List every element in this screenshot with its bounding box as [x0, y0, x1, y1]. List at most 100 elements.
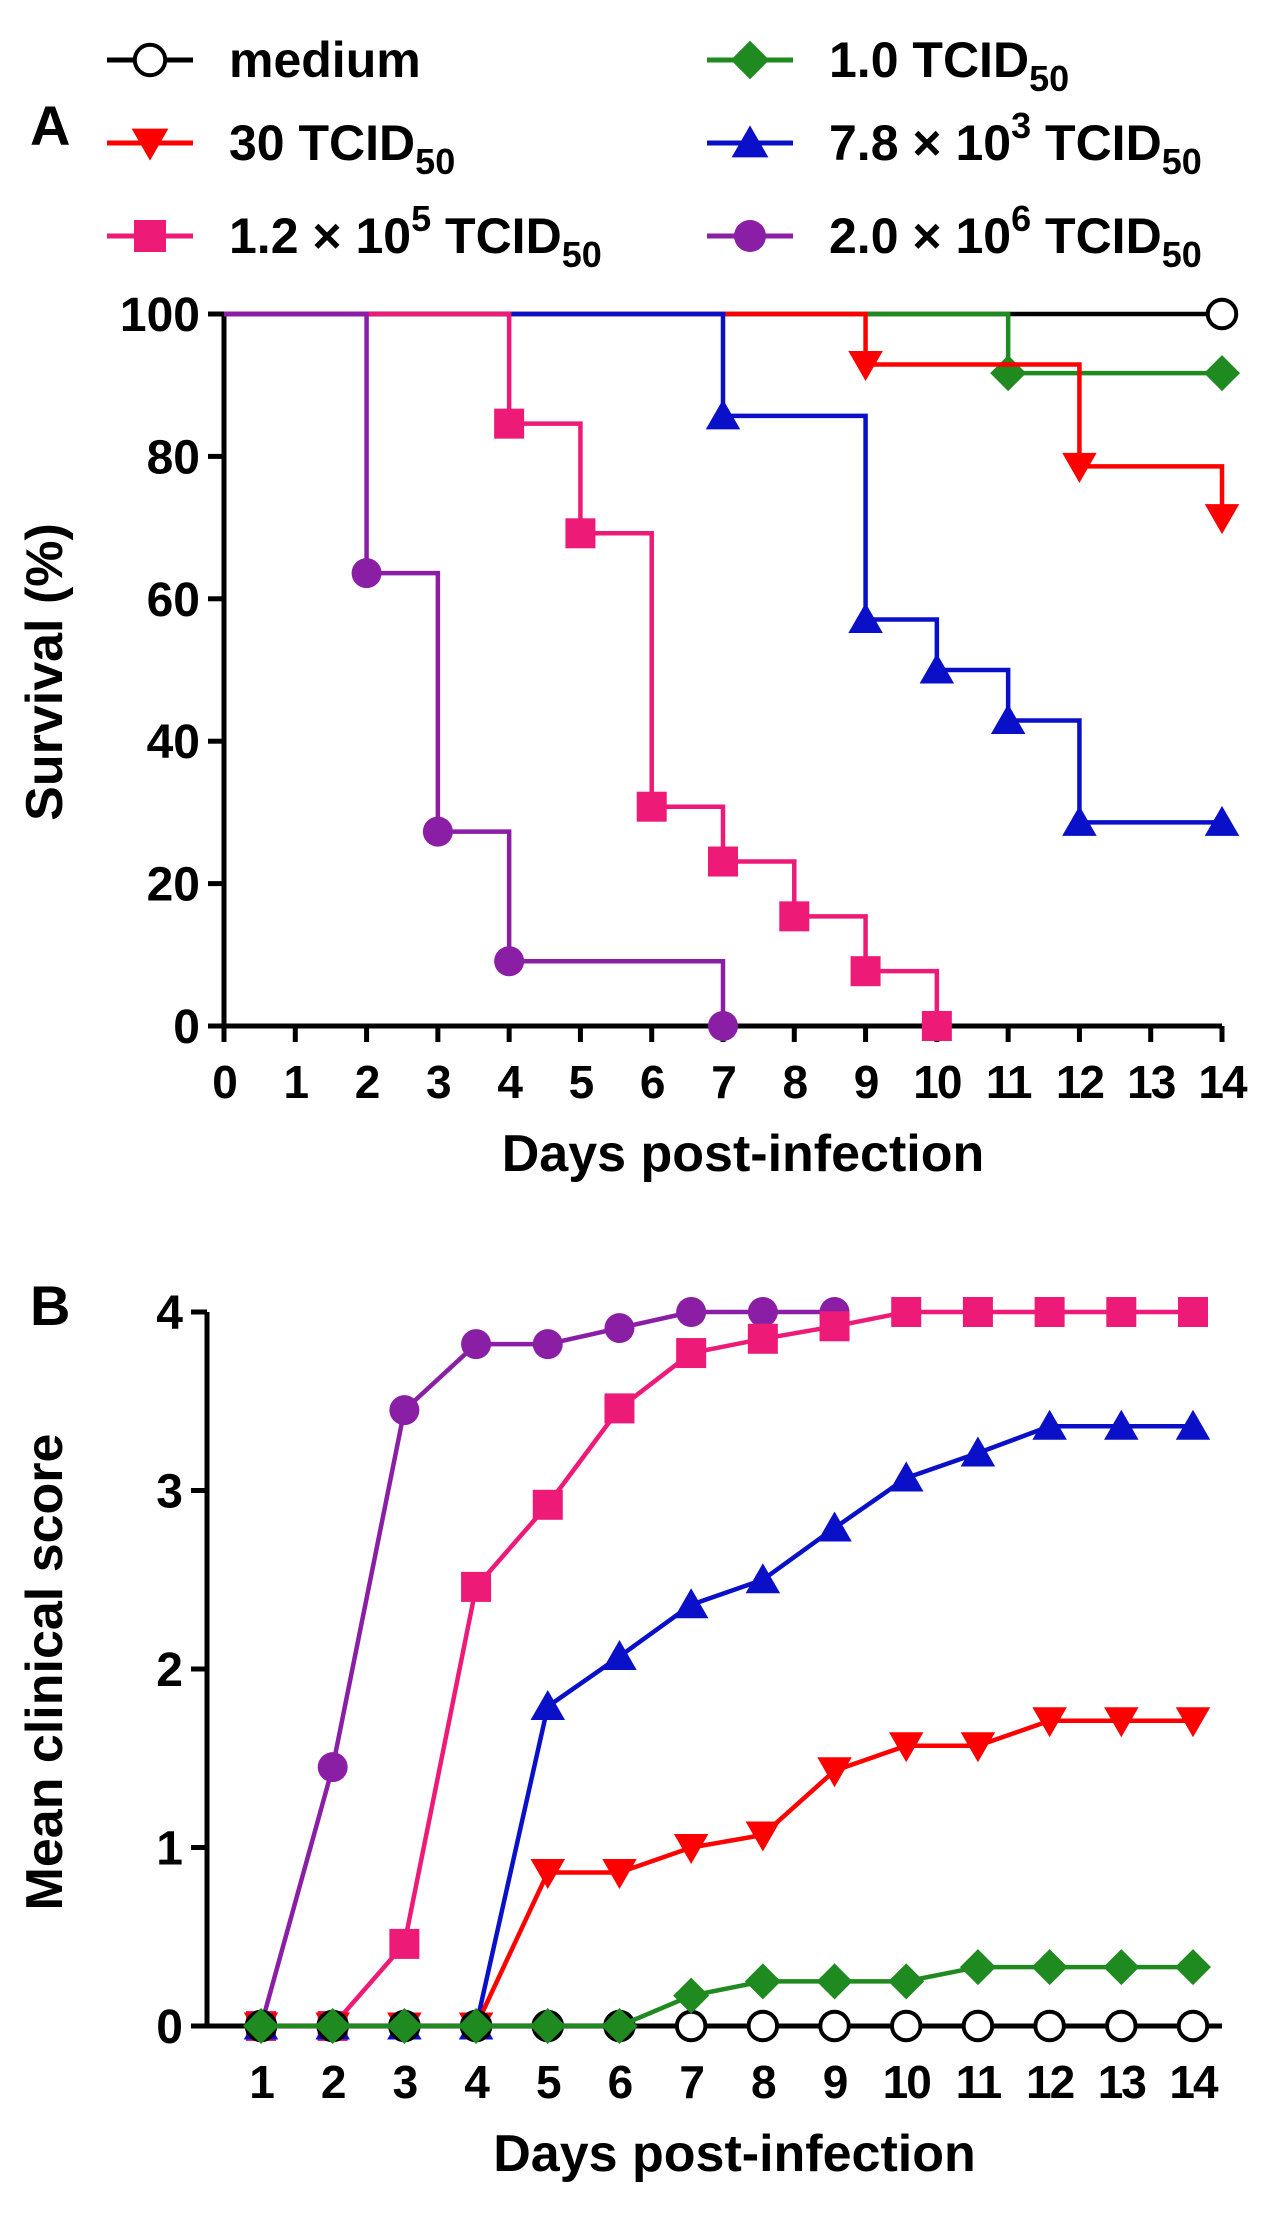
x-tick-label: 11 — [986, 1056, 1032, 1108]
x-tick-label: 1 — [249, 2056, 274, 2108]
diamond-marker — [888, 1963, 925, 2000]
triangle-down-marker — [602, 1858, 637, 1889]
x-tick-label: 10 — [883, 2056, 931, 2108]
square-marker — [532, 1489, 563, 1520]
triangle-up-marker — [990, 704, 1026, 735]
x-tick-label: 13 — [1098, 2056, 1146, 2108]
circle-marker — [317, 1752, 348, 1783]
triangle-up-marker — [888, 1461, 924, 1492]
x-axis-title: Days post-infection — [493, 2125, 976, 2183]
triangle-up-marker — [848, 602, 883, 633]
triangle-down-marker — [131, 128, 169, 161]
legend-label-main: medium — [229, 32, 421, 88]
x-tick-label: 12 — [1026, 2056, 1074, 2108]
square-marker — [676, 1338, 707, 1369]
square-marker — [494, 408, 525, 439]
y-tick-label: 1 — [156, 1823, 183, 1876]
triangle-up-marker — [673, 1588, 709, 1619]
survival-series-30 — [224, 311, 1240, 535]
x-tick-label: 14 — [1169, 2056, 1219, 2108]
x-tick-label: 7 — [679, 2056, 703, 2108]
triangle-down-marker — [888, 1732, 924, 1763]
triangle-up-marker — [745, 1563, 781, 1594]
triangle-down-marker — [1032, 1707, 1067, 1738]
y-axis-title: Mean clinical score — [16, 1434, 74, 1911]
y-tick-label: 40 — [147, 716, 200, 769]
circle-open-marker — [1176, 2009, 1210, 2043]
legend-label-sub: 50 — [415, 141, 455, 182]
survival-series-2.0e6 — [224, 311, 738, 1041]
x-tick-label: 10 — [913, 1056, 961, 1108]
circle-marker — [422, 816, 453, 847]
panel-label-a: A — [30, 94, 70, 157]
score-series-7.8e3 — [243, 1409, 1211, 2040]
x-tick-label: 3 — [426, 1056, 450, 1108]
score-line — [258, 1309, 835, 2027]
square-marker — [962, 1297, 993, 1327]
square-marker — [1178, 1297, 1208, 1327]
x-tick-label: 0 — [212, 1056, 236, 1108]
triangle-down-marker — [530, 1858, 566, 1889]
legend-label-sub: 50 — [562, 234, 602, 275]
circle-marker — [708, 1011, 738, 1041]
circle-marker — [676, 1297, 707, 1327]
legend-item-7.8e3: 7.8 × 103 TCID50 — [707, 105, 1202, 182]
y-tick-label: 2 — [156, 1644, 183, 1697]
legend-item-medium: medium — [107, 32, 421, 88]
triangle-up-marker — [960, 1436, 996, 1467]
legend-label-sub: 50 — [1162, 234, 1202, 275]
diamond-marker — [730, 40, 770, 80]
triangle-down-marker — [848, 351, 883, 382]
legend-label-main: 30 TCID — [229, 115, 415, 171]
legend-label-rest: TCID — [1031, 115, 1162, 171]
x-tick-label: 12 — [1056, 1056, 1104, 1108]
y-tick-label: 100 — [120, 289, 200, 342]
x-tick-label: 5 — [569, 1056, 594, 1108]
square-marker — [389, 1928, 420, 1959]
circle-open-marker — [1105, 2009, 1138, 2043]
y-tick-label: 0 — [156, 2001, 183, 2054]
triangle-up-marker — [1032, 1409, 1067, 1440]
triangle-down-marker — [1204, 504, 1240, 535]
y-tick-label: 80 — [147, 431, 200, 484]
legend-item-2.0e6: 2.0 × 106 TCID50 — [707, 198, 1202, 275]
x-tick-label: 9 — [823, 2056, 847, 2108]
square-marker — [779, 901, 810, 932]
diamond-marker — [314, 2008, 351, 2044]
circle-marker — [747, 1297, 778, 1327]
triangle-up-marker — [1204, 805, 1240, 836]
x-tick-label: 2 — [321, 2056, 345, 2108]
circle-open-marker — [1205, 297, 1239, 331]
legend-label: 1.0 TCID50 — [829, 32, 1069, 99]
circle-marker — [494, 946, 525, 977]
diamond-marker — [1204, 355, 1240, 392]
diamond-marker — [386, 2008, 423, 2044]
survival-series-1.2e5 — [224, 311, 952, 1041]
legend-label-sup: 5 — [411, 198, 431, 239]
square-marker — [636, 791, 667, 822]
square-marker — [1106, 1297, 1137, 1327]
circle-open-marker — [961, 2009, 995, 2043]
x-tick-label: 3 — [393, 2056, 417, 2108]
x-tick-label: 5 — [536, 2056, 561, 2108]
x-tick-label: 14 — [1198, 1056, 1248, 1108]
triangle-up-marker — [919, 653, 955, 684]
square-marker — [819, 1311, 850, 1342]
circle-marker — [351, 558, 382, 589]
triangle-up-marker — [602, 1640, 637, 1671]
triangle-down-marker — [745, 1821, 781, 1852]
legend-label-sup: 3 — [1011, 105, 1031, 146]
square-marker — [1034, 1297, 1065, 1327]
x-tick-label: 9 — [854, 1056, 878, 1108]
triangle-up-marker — [1062, 805, 1097, 836]
circle-open-marker — [889, 2009, 923, 2043]
triangle-up-marker — [1175, 1409, 1211, 1440]
diamond-marker — [1031, 1949, 1068, 1986]
legend-label-main: 7.8 × 10 — [829, 115, 1011, 171]
score-series-1.0 — [243, 1949, 1211, 2044]
x-tick-label: 11 — [956, 2056, 1002, 2108]
triangle-down-marker — [1175, 1707, 1211, 1738]
